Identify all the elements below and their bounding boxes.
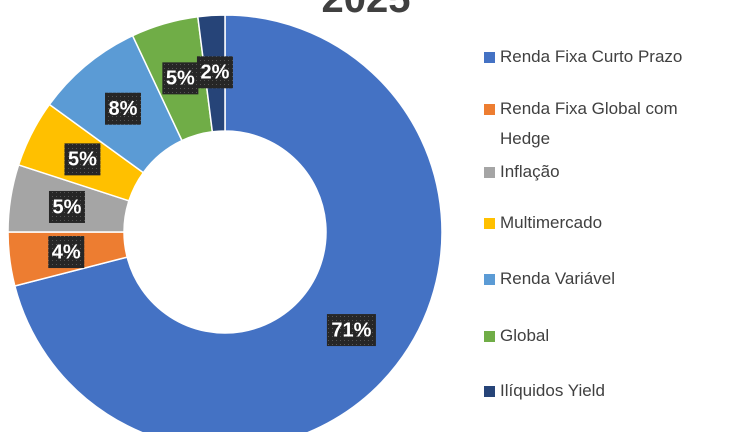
legend-label: Renda Fixa Global com Hedge xyxy=(500,99,678,148)
legend-item: Ilíquidos Yield xyxy=(484,376,724,406)
legend-label: Inflação xyxy=(500,162,560,181)
legend-label: Multimercado xyxy=(500,213,603,232)
label-box xyxy=(48,190,85,223)
data-label: 8% xyxy=(109,98,138,120)
legend-swatch xyxy=(484,52,495,63)
legend-item: Inflação xyxy=(484,157,724,187)
legend-swatch xyxy=(484,167,495,178)
legend-label: Renda Variável xyxy=(500,269,615,288)
legend-item: Global xyxy=(484,321,724,351)
legend-swatch xyxy=(484,218,495,229)
legend-swatch xyxy=(484,274,495,285)
label-box xyxy=(64,143,101,176)
legend-item: Renda Variável xyxy=(484,264,724,294)
legend-swatch xyxy=(484,331,495,342)
data-label: 71% xyxy=(331,319,371,341)
label-box xyxy=(48,236,85,269)
legend-item: Renda Fixa Global com Hedge xyxy=(484,94,724,154)
data-label: 5% xyxy=(53,196,82,218)
data-label: 4% xyxy=(52,241,81,263)
legend-swatch xyxy=(484,386,495,397)
legend-item: Multimercado xyxy=(484,208,724,238)
label-box xyxy=(105,92,142,125)
data-label: 5% xyxy=(166,68,195,90)
legend-label: Renda Fixa Curto Prazo xyxy=(500,47,683,66)
label-box xyxy=(326,314,376,347)
legend-label: Global xyxy=(500,326,550,345)
data-label: 5% xyxy=(68,149,97,171)
legend-label: Ilíquidos Yield xyxy=(500,381,605,400)
label-box xyxy=(196,56,233,89)
legend-swatch xyxy=(484,104,495,115)
label-box xyxy=(162,62,199,95)
chart-title: 2025 xyxy=(322,0,411,21)
data-label: 2% xyxy=(201,62,230,84)
legend-item: Renda Fixa Curto Prazo xyxy=(484,42,724,72)
